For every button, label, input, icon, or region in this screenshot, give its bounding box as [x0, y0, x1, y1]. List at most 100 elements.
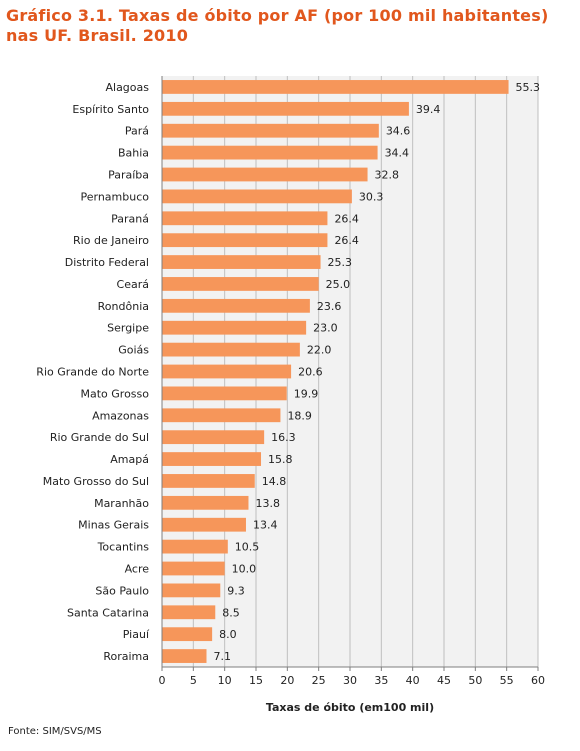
bar: [162, 364, 292, 379]
value-label: 14.8: [262, 475, 287, 488]
x-tick-label: 45: [437, 674, 451, 687]
value-label: 39.4: [416, 103, 441, 116]
bar: [162, 539, 228, 554]
category-label: Roraima: [103, 650, 149, 663]
category-label: Piauí: [123, 628, 150, 641]
category-label: Pernambuco: [81, 190, 150, 203]
value-label: 55.3: [516, 81, 541, 94]
x-tick-label: 0: [159, 674, 166, 687]
value-label: 10.5: [235, 541, 259, 554]
value-labels: 55.339.434.634.432.830.326.426.425.325.0…: [213, 81, 540, 663]
bar: [162, 189, 352, 204]
category-label: Sergipe: [107, 322, 149, 335]
category-label: Paraíba: [108, 169, 149, 182]
bar: [162, 430, 265, 445]
value-label: 18.9: [287, 409, 312, 422]
bar: [162, 167, 368, 182]
bar: [162, 277, 319, 291]
bar: [162, 649, 207, 663]
x-tick-label: 55: [500, 674, 514, 687]
value-label: 8.0: [219, 628, 237, 641]
category-label: Espírito Santo: [72, 103, 149, 116]
bar: [162, 408, 281, 423]
category-label: Minas Gerais: [78, 519, 149, 532]
bar: [162, 517, 246, 532]
x-tick-label: 60: [531, 674, 545, 687]
category-label: Rio Grande do Sul: [50, 431, 149, 444]
bar: [162, 320, 307, 335]
value-label: 13.8: [255, 497, 279, 510]
source-note: Fonte: SIM/SVS/MS: [8, 726, 102, 737]
value-label: 30.3: [359, 190, 384, 203]
value-label: 10.0: [232, 563, 257, 576]
x-tick-label: 40: [406, 674, 420, 687]
value-label: 16.3: [271, 431, 296, 444]
bar: [162, 123, 379, 138]
value-label: 25.3: [328, 256, 353, 269]
value-label: 32.8: [375, 169, 400, 182]
value-label: 23.6: [317, 300, 342, 313]
category-label: Amapá: [110, 453, 149, 466]
bar: [162, 101, 409, 116]
category-label: Distrito Federal: [65, 256, 149, 269]
value-label: 25.0: [326, 278, 351, 291]
category-label: Paraná: [111, 212, 149, 225]
x-tick-label: 50: [468, 674, 482, 687]
bar: [162, 342, 300, 357]
x-tick-label: 25: [312, 674, 326, 687]
bar: [162, 474, 255, 488]
category-label: Acre: [125, 563, 150, 576]
category-label: Rondônia: [98, 300, 149, 313]
value-label: 15.8: [268, 453, 293, 466]
value-label: 13.4: [253, 519, 278, 532]
category-label: Alagoas: [105, 81, 149, 94]
chart-title: Gráfico 3.1. Taxas de óbito por AF (por …: [6, 6, 549, 45]
value-label: 9.3: [227, 584, 245, 597]
category-label: Goiás: [118, 344, 149, 357]
x-tick-label: 5: [190, 674, 197, 687]
bar: [162, 452, 262, 466]
category-label: Mato Grosso do Sul: [43, 475, 149, 488]
value-label: 23.0: [313, 322, 338, 335]
category-labels: Alagoas Espírito Santo Pará Bahia Paraíba Per…: [36, 81, 150, 663]
bar: [162, 298, 310, 313]
value-label: 8.5: [222, 606, 240, 619]
bars: [162, 80, 509, 663]
bar: [162, 80, 509, 94]
x-axis-label: Taxas de óbito (em100 mil): [266, 701, 434, 714]
value-label: 22.0: [307, 344, 332, 357]
category-label: Amazonas: [92, 409, 149, 422]
x-tick-label: 35: [374, 674, 388, 687]
category-label: Ceará: [117, 278, 149, 291]
bar: [162, 583, 221, 598]
category-label: Mato Grosso: [81, 387, 150, 400]
category-label: Pará: [125, 125, 149, 138]
bar: [162, 605, 216, 620]
bar: [162, 145, 378, 160]
bar: [162, 233, 328, 248]
value-label: 7.1: [213, 650, 231, 663]
bar: [162, 495, 249, 510]
category-label: Bahia: [118, 147, 149, 160]
category-label: São Paulo: [95, 584, 149, 597]
x-tick-label: 10: [218, 674, 232, 687]
category-label: Rio de Janeiro: [73, 234, 149, 247]
value-label: 20.6: [298, 366, 323, 379]
value-label: 26.4: [334, 212, 359, 225]
value-label: 34.4: [385, 147, 410, 160]
bar: [162, 561, 225, 576]
category-label: Santa Catarina: [67, 606, 149, 619]
x-tick-label: 30: [343, 674, 357, 687]
category-label: Rio Grande do Norte: [36, 366, 149, 379]
x-tick-label: 15: [249, 674, 263, 687]
value-label: 34.6: [386, 125, 411, 138]
x-tick-label: 20: [280, 674, 294, 687]
category-label: Tocantins: [97, 541, 150, 554]
bar: [162, 255, 321, 269]
bar: [162, 386, 287, 401]
x-axis-ticks: 0 5 10 15 20 25 30 35 40 45 50 55 60: [159, 666, 545, 687]
category-label: Maranhão: [94, 497, 149, 510]
value-label: 19.9: [294, 387, 319, 400]
